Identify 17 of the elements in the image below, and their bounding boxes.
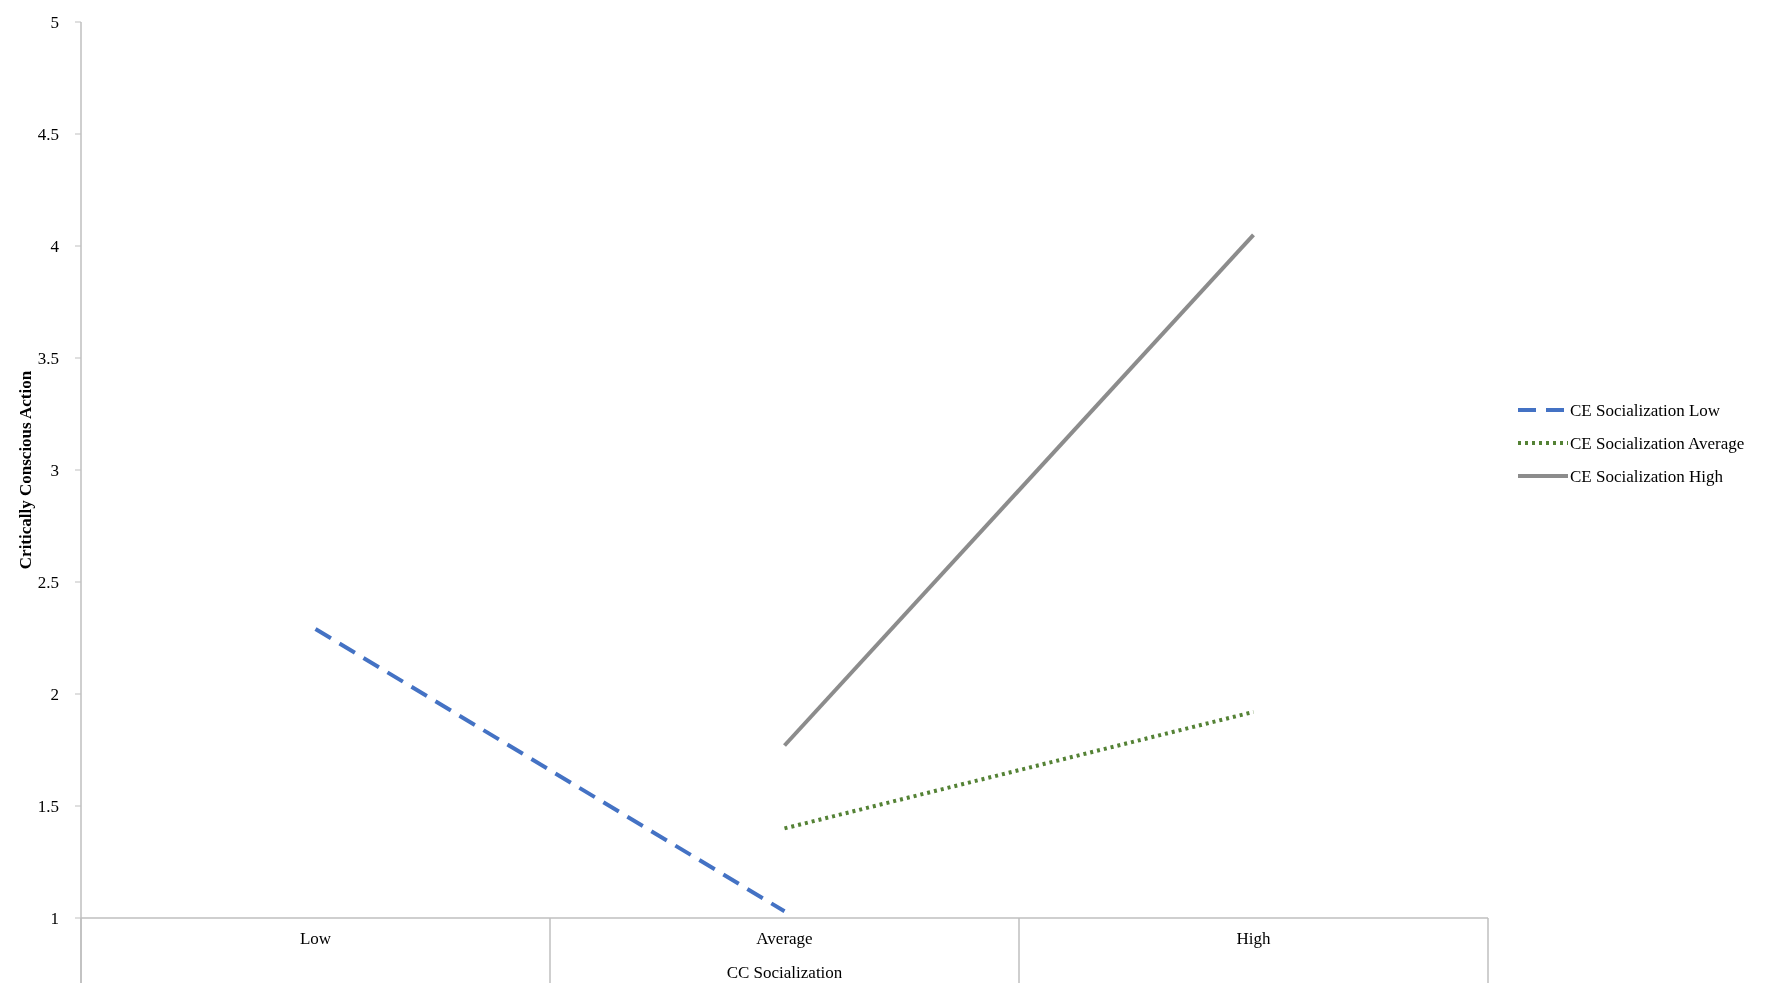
x-tick-label: High [1236,929,1271,948]
y-axis-title: Critically Conscious Action [16,370,35,570]
y-tick-label: 2.5 [37,572,59,592]
y-tick-label: 5 [50,12,59,32]
x-tick-label: Average [756,929,813,948]
y-tick-label: 1 [50,908,59,928]
y-tick-label: 4.5 [37,124,59,144]
x-axis-title: CC Socialization [726,963,843,982]
y-tick-label: 4 [50,236,60,256]
y-tick-label: 3 [50,460,59,480]
legend-label: CE Socialization Low [1570,400,1721,420]
legend-label: CE Socialization Average [1570,433,1745,453]
y-tick-label: 1.5 [37,796,59,816]
y-tick-label: 3.5 [37,348,59,368]
legend-label: CE Socialization High [1570,466,1724,486]
x-tick-label: Low [299,929,332,948]
y-tick-label: 2 [50,684,59,704]
